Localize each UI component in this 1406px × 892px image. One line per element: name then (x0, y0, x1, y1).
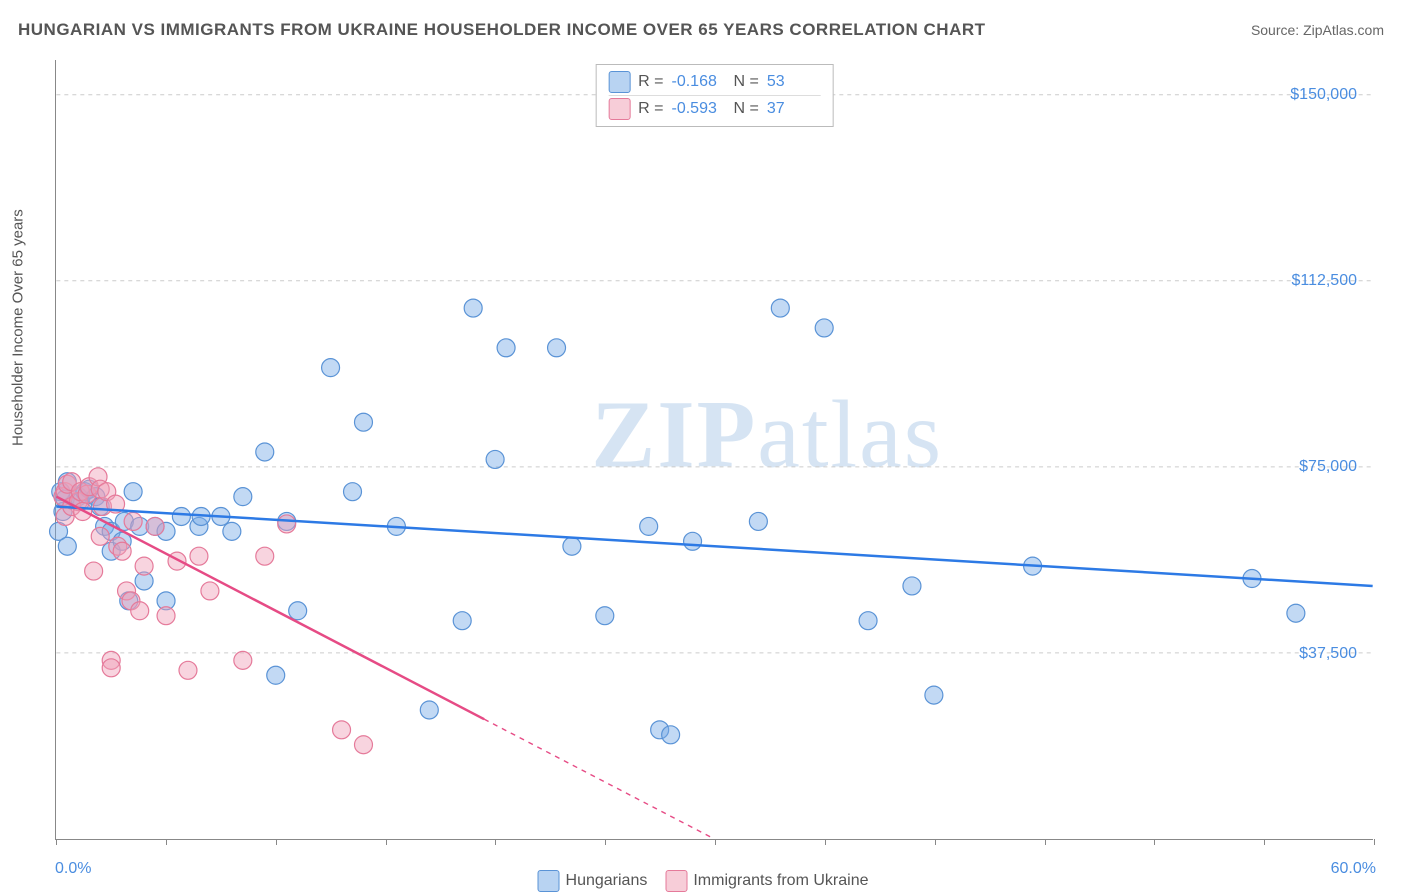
data-point (925, 686, 943, 704)
data-point (640, 517, 658, 535)
data-point (124, 483, 142, 501)
y-tick-label: $112,500 (1291, 272, 1357, 290)
data-point (333, 721, 351, 739)
data-point (344, 483, 362, 501)
data-point (563, 537, 581, 555)
trend-line-solid (56, 507, 1372, 586)
y-axis-title: Householder Income Over 65 years (10, 209, 27, 446)
x-tick (166, 839, 167, 845)
source-attribution: Source: ZipAtlas.com (1251, 22, 1384, 38)
r-value: -0.593 (672, 100, 726, 118)
data-point (771, 299, 789, 317)
x-tick (495, 839, 496, 845)
stats-row: R = -0.593 N = 37 (608, 95, 821, 122)
data-point (486, 450, 504, 468)
data-point (102, 659, 120, 677)
data-point (91, 527, 109, 545)
r-label: R = (638, 100, 663, 118)
n-value: 53 (767, 73, 821, 91)
data-point (267, 666, 285, 684)
data-point (172, 507, 190, 525)
x-tick (1045, 839, 1046, 845)
chart-title: HUNGARIAN VS IMMIGRANTS FROM UKRAINE HOU… (18, 20, 986, 40)
data-point (179, 661, 197, 679)
x-tick (935, 839, 936, 845)
data-point (354, 736, 372, 754)
data-point (548, 339, 566, 357)
x-tick (1374, 839, 1375, 845)
legend: Hungarians Immigrants from Ukraine (538, 870, 869, 892)
data-point (58, 537, 76, 555)
stats-row: R = -0.168 N = 53 (608, 69, 821, 95)
data-point (420, 701, 438, 719)
data-point (135, 557, 153, 575)
data-point (85, 562, 103, 580)
x-tick (276, 839, 277, 845)
data-point (354, 413, 372, 431)
data-point (1287, 604, 1305, 622)
series-swatch (608, 98, 630, 120)
data-point (464, 299, 482, 317)
data-point (815, 319, 833, 337)
data-point (596, 607, 614, 625)
data-point (113, 542, 131, 560)
data-point (662, 726, 680, 744)
data-point (201, 582, 219, 600)
data-point (190, 547, 208, 565)
n-value: 37 (767, 100, 821, 118)
x-tick (386, 839, 387, 845)
plot-area: ZIPatlas R = -0.168 N = 53 R = -0.593 N … (55, 60, 1373, 840)
legend-swatch (665, 870, 687, 892)
series-swatch (608, 71, 630, 93)
x-tick (1154, 839, 1155, 845)
trend-line-solid (56, 497, 484, 720)
y-tick-label: $37,500 (1299, 645, 1357, 663)
data-point (131, 602, 149, 620)
x-tick (56, 839, 57, 845)
legend-item: Hungarians (538, 870, 648, 892)
x-tick (605, 839, 606, 845)
n-label: N = (734, 100, 759, 118)
data-point (903, 577, 921, 595)
x-tick (715, 839, 716, 845)
n-label: N = (734, 73, 759, 91)
legend-label: Immigrants from Ukraine (693, 872, 868, 890)
correlation-stats-box: R = -0.168 N = 53 R = -0.593 N = 37 (595, 64, 834, 127)
x-axis-min-label: 0.0% (55, 860, 91, 878)
data-point (453, 612, 471, 630)
data-point (157, 607, 175, 625)
data-point (322, 359, 340, 377)
legend-item: Immigrants from Ukraine (665, 870, 868, 892)
data-point (223, 522, 241, 540)
plot-svg (56, 60, 1373, 839)
data-point (146, 517, 164, 535)
trend-line-dashed (484, 719, 714, 839)
data-point (256, 443, 274, 461)
data-point (278, 515, 296, 533)
data-point (234, 488, 252, 506)
legend-label: Hungarians (566, 872, 648, 890)
r-value: -0.168 (672, 73, 726, 91)
data-point (289, 602, 307, 620)
x-tick (1264, 839, 1265, 845)
data-point (234, 651, 252, 669)
chart-container: HUNGARIAN VS IMMIGRANTS FROM UKRAINE HOU… (0, 0, 1406, 892)
legend-swatch (538, 870, 560, 892)
data-point (749, 512, 767, 530)
data-point (497, 339, 515, 357)
x-tick (825, 839, 826, 845)
r-label: R = (638, 73, 663, 91)
data-point (859, 612, 877, 630)
data-point (124, 512, 142, 530)
x-axis-max-label: 60.0% (1331, 860, 1376, 878)
y-tick-label: $75,000 (1299, 458, 1357, 476)
y-tick-label: $150,000 (1290, 86, 1357, 104)
data-point (684, 532, 702, 550)
data-point (256, 547, 274, 565)
